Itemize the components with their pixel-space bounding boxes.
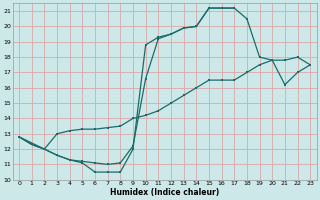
X-axis label: Humidex (Indice chaleur): Humidex (Indice chaleur)	[110, 188, 219, 197]
